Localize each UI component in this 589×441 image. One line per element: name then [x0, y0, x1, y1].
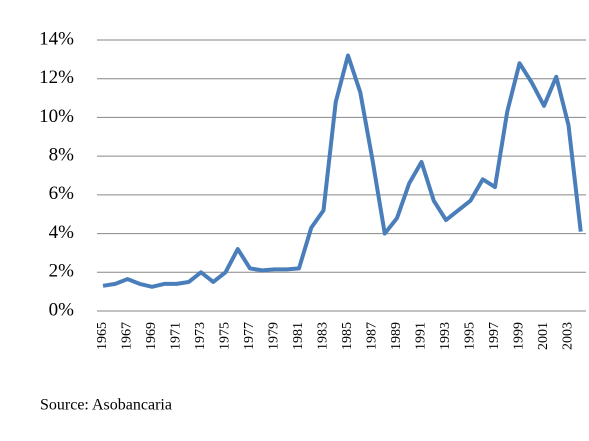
x-tick-label: 1981: [291, 322, 306, 350]
x-tick-label: 1979: [267, 322, 282, 350]
x-tick-label: 1993: [438, 322, 453, 350]
data-line: [102, 53, 583, 289]
x-tick-label: 1969: [144, 322, 159, 350]
x-tick-label: 2003: [561, 322, 576, 350]
x-tick-label: 1967: [120, 322, 135, 350]
y-tick-label: 4%: [49, 222, 75, 243]
x-tick-label: 1989: [389, 322, 404, 350]
x-tick-label: 1983: [316, 322, 331, 350]
x-tick-label: 1975: [218, 322, 233, 350]
x-tick-label: 1973: [193, 322, 208, 350]
x-tick-label: 1995: [463, 322, 478, 350]
y-tick-label: 2%: [49, 261, 75, 282]
x-tick-label: 1997: [487, 322, 502, 350]
y-tick-label: 0%: [49, 299, 75, 320]
x-tick-label: 1965: [95, 322, 110, 350]
y-tick-label: 6%: [49, 183, 75, 204]
y-tick-label: 12%: [39, 67, 74, 88]
x-tick-label: 1985: [340, 322, 355, 350]
y-tick-label: 8%: [49, 145, 75, 166]
x-tick-label: 1971: [169, 322, 184, 350]
x-tick-label: 1991: [414, 322, 429, 350]
x-tick-label: 1977: [242, 322, 257, 350]
y-tick-label: 10%: [39, 106, 74, 127]
source-note: Source: Asobancaria: [40, 397, 172, 414]
y-tick-label: 14%: [39, 28, 74, 49]
x-tick-label: 1987: [365, 322, 380, 350]
x-tick-label: 2001: [536, 322, 551, 350]
x-tick-label: 1999: [512, 322, 527, 350]
